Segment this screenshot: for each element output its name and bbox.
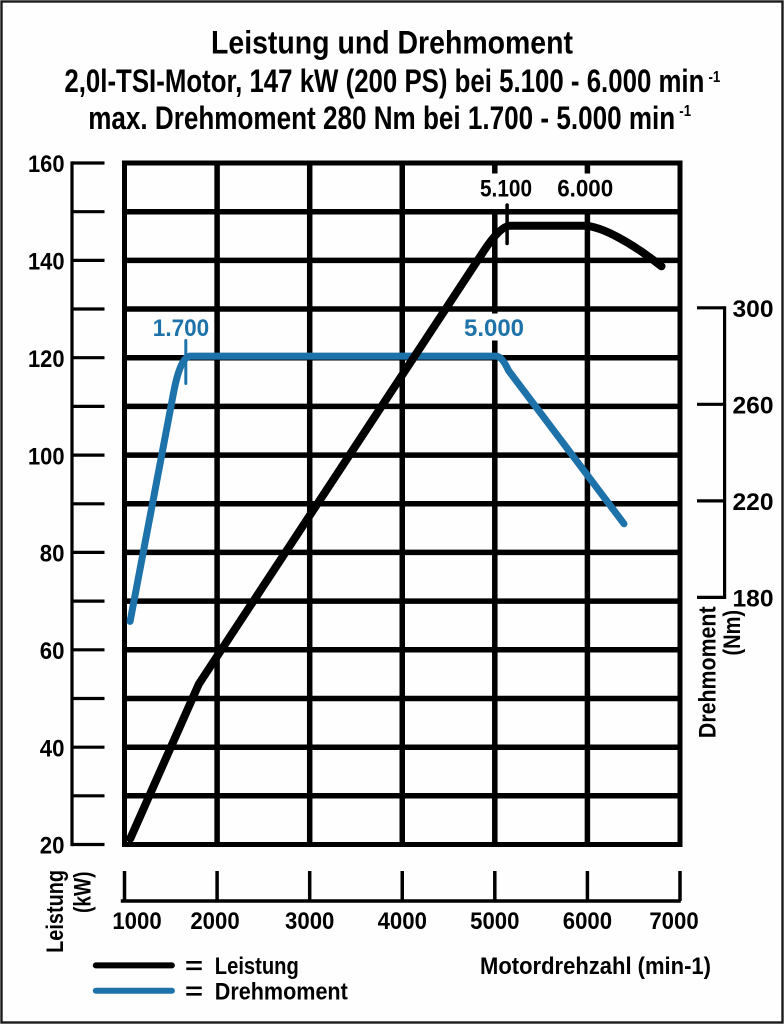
svg-text:100: 100 (28, 443, 65, 470)
svg-text:40: 40 (40, 735, 65, 762)
svg-text:2,0l-TSI-Motor, 147 kW (200 PS: 2,0l-TSI-Motor, 147 kW (200 PS) bei 5.10… (64, 63, 704, 99)
svg-text:5.100: 5.100 (480, 176, 532, 203)
svg-text:300: 300 (733, 296, 774, 323)
svg-text:-1: -1 (679, 103, 691, 120)
svg-text:5000: 5000 (470, 908, 519, 935)
svg-text:-1: -1 (709, 69, 721, 86)
svg-text:20: 20 (40, 833, 65, 860)
svg-text:5.000: 5.000 (464, 315, 524, 342)
svg-text:260: 260 (733, 392, 774, 419)
svg-text:6000: 6000 (563, 908, 612, 935)
svg-text:7000: 7000 (649, 908, 698, 935)
svg-text:140: 140 (28, 249, 65, 276)
svg-text:1000: 1000 (112, 908, 161, 935)
svg-text:220: 220 (733, 489, 774, 516)
svg-text:Leistung: Leistung (215, 953, 299, 980)
svg-text:Drehmoment: Drehmoment (694, 606, 721, 738)
svg-text:Leistung: Leistung (42, 870, 69, 953)
svg-text:(kW): (kW) (70, 872, 97, 914)
svg-text:Leistung und Drehmoment: Leistung und Drehmoment (211, 25, 573, 61)
svg-text:160: 160 (28, 151, 65, 178)
svg-text:Motordrehzahl (min-1): Motordrehzahl (min-1) (480, 953, 711, 980)
svg-text:3000: 3000 (285, 908, 334, 935)
svg-text:60: 60 (40, 638, 65, 665)
svg-text:(Nm): (Nm) (719, 610, 746, 656)
svg-text:2000: 2000 (190, 908, 239, 935)
svg-text:180: 180 (733, 585, 774, 612)
svg-text:=: = (185, 953, 203, 980)
svg-text:Drehmoment: Drehmoment (215, 979, 348, 1006)
svg-text:1.700: 1.700 (153, 315, 209, 342)
svg-text:4000: 4000 (378, 908, 427, 935)
svg-text:max. Drehmoment 280 Nm bei 1.7: max. Drehmoment 280 Nm bei 1.700 - 5.000… (88, 100, 675, 136)
svg-text:80: 80 (40, 541, 65, 568)
svg-text:=: = (185, 979, 203, 1006)
svg-text:120: 120 (28, 346, 65, 373)
svg-text:6.000: 6.000 (557, 176, 613, 203)
